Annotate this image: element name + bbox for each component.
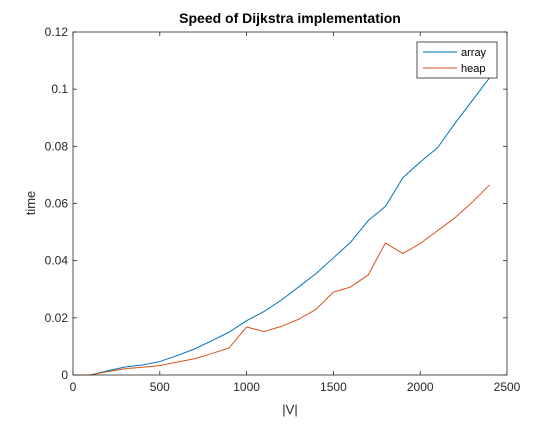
y-axis-label: time [23,191,38,216]
legend: array heap [416,41,498,79]
x-tick-label-2000: 2000 [407,380,434,394]
x-axis-label: |V| [282,402,297,417]
x-tick-label-500: 500 [150,380,170,394]
chart-title: Speed of Dijkstra implementation [179,10,401,26]
series-line-array [73,77,491,376]
plot-area: 0 500 1000 1500 2000 2500 0 0.02 0.04 0.06 0.08 0.1… [45,25,521,394]
x-tick-label-1000: 1000 [233,380,260,394]
y-tick-label-0: 0 [61,368,68,382]
y-tick-label-5: 0.1 [51,82,68,96]
y-tick-label-2: 0.04 [45,254,69,268]
legend-label-array: array [461,47,487,59]
legend-box [416,41,498,79]
y-tick-label-3: 0.06 [45,197,69,211]
series-line-heap [73,184,490,376]
x-tick-label-2500: 2500 [494,380,521,394]
x-tick-label-0: 0 [70,380,77,394]
y-tick-label-6: 0.12 [45,25,69,39]
y-tick-label-4: 0.08 [45,139,69,153]
y-tick-label-1: 0.02 [45,311,69,325]
legend-label-heap: heap [461,63,485,75]
x-tick-label-1500: 1500 [320,380,347,394]
